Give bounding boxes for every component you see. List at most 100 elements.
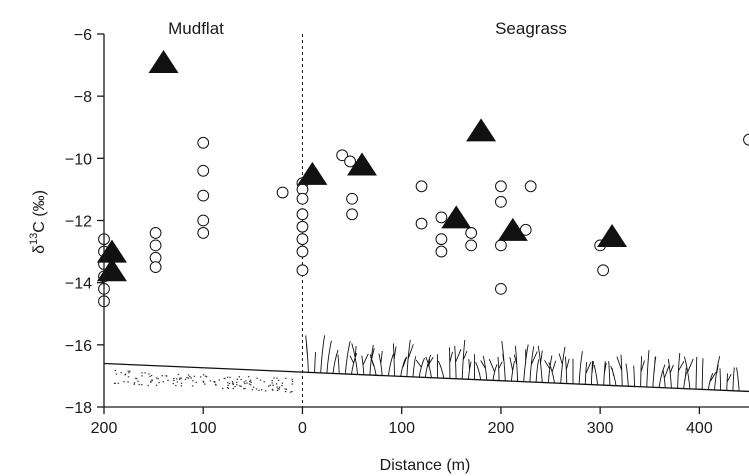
data-point-triangle (297, 161, 328, 185)
mudflat-stipple-illustration (113, 370, 294, 393)
mud-dot (202, 380, 205, 382)
mud-dot (123, 381, 125, 383)
data-point-circle (495, 195, 507, 208)
mud-dot (248, 383, 251, 385)
mud-dot (236, 384, 238, 386)
mud-dot (187, 374, 190, 376)
mud-dot (214, 381, 216, 383)
y-axis-title-suffix: C (‰) (31, 190, 48, 233)
data-point-circle (197, 189, 210, 202)
mud-dot (271, 380, 273, 382)
mud-dot (204, 383, 206, 385)
mud-dot (149, 375, 151, 377)
mud-dot (202, 374, 205, 376)
mud-dot (281, 382, 284, 384)
x-tick-label: 400 (686, 420, 713, 437)
plot-area (96, 34, 749, 407)
mud-dot (157, 378, 159, 380)
mud-dot (276, 386, 278, 388)
mud-dot (135, 378, 138, 380)
data-point-circle (495, 282, 507, 295)
data-point-circle (296, 220, 309, 233)
data-point-circle (495, 239, 507, 252)
mud-dot (236, 378, 239, 380)
data-point-circle (149, 261, 162, 274)
mud-dot (138, 383, 140, 386)
data-point-triangle (466, 118, 497, 142)
mud-dot (193, 375, 196, 377)
data-point-circle (149, 227, 162, 239)
mud-dot (276, 377, 278, 379)
mud-dot (133, 383, 135, 385)
mud-dot (191, 385, 194, 387)
mud-dot (218, 379, 221, 381)
mud-dot (249, 379, 252, 381)
y-tick-label: −18 (65, 400, 92, 417)
y-tick-label: −16 (65, 338, 92, 355)
mud-dot (155, 384, 158, 386)
data-point-circle (344, 155, 356, 168)
mud-dot (238, 376, 240, 378)
mud-dot (127, 381, 129, 383)
mud-dot (186, 377, 188, 379)
mud-dot (141, 372, 143, 374)
mud-dot (150, 381, 152, 383)
mud-dot (228, 383, 231, 385)
mud-dot (180, 382, 183, 384)
data-point-triangle (148, 49, 179, 73)
mud-dot (177, 373, 180, 375)
mud-dot (150, 374, 153, 377)
mud-dot (150, 380, 152, 383)
mud-dot (226, 387, 229, 389)
mud-dot (180, 377, 182, 379)
mud-dot (276, 389, 279, 391)
mud-dot (179, 378, 181, 380)
y-axis-title-prefix: δ (31, 245, 48, 254)
mud-dot (244, 387, 246, 390)
mud-dot (229, 376, 231, 378)
y-tick-label: −12 (65, 214, 92, 231)
mud-dot (187, 377, 190, 379)
mud-dot (148, 373, 150, 375)
mud-dot (260, 389, 263, 391)
mud-dot (258, 389, 260, 391)
mud-dot (151, 380, 153, 382)
mud-dot (195, 381, 197, 383)
x-tick-label: 0 (298, 420, 307, 437)
mud-dot (141, 384, 143, 386)
mud-dot (249, 380, 251, 383)
mud-dot (147, 384, 149, 387)
mud-dot (129, 370, 131, 372)
mud-dot (180, 385, 183, 387)
mud-dot (176, 381, 179, 383)
axes: −6 −8 −10 −12 −14 −16 −18 200 100 0 100 200 300 400 (65, 27, 749, 437)
mud-dot (259, 379, 262, 381)
data-point-circle (465, 239, 478, 252)
mud-dot (289, 391, 292, 393)
mud-dot (277, 379, 280, 381)
mud-dot (272, 384, 274, 386)
data-point-circle (149, 239, 162, 252)
sediment-surface-line (103, 362, 749, 393)
mud-dot (248, 376, 250, 378)
data-point-circle (296, 264, 309, 277)
y-tick-label: −14 (65, 276, 92, 293)
x-tick-label: 100 (190, 420, 217, 437)
mud-dot (252, 386, 255, 388)
x-axis-title: Distance (m) (380, 457, 471, 474)
mud-dot (232, 388, 234, 390)
mud-dot (222, 387, 224, 389)
mud-dot (200, 376, 202, 378)
mud-dot (239, 385, 241, 387)
data-point-circle (597, 264, 610, 277)
mud-dot (158, 382, 160, 384)
mud-dot (120, 372, 122, 374)
mud-dot (263, 381, 265, 383)
mud-dot (115, 373, 118, 375)
mud-dot (175, 384, 177, 387)
mud-dot (250, 384, 252, 386)
mud-dot (269, 384, 272, 386)
mud-dot (278, 388, 281, 390)
mud-dot (124, 373, 127, 375)
data-point-circle (296, 208, 309, 221)
